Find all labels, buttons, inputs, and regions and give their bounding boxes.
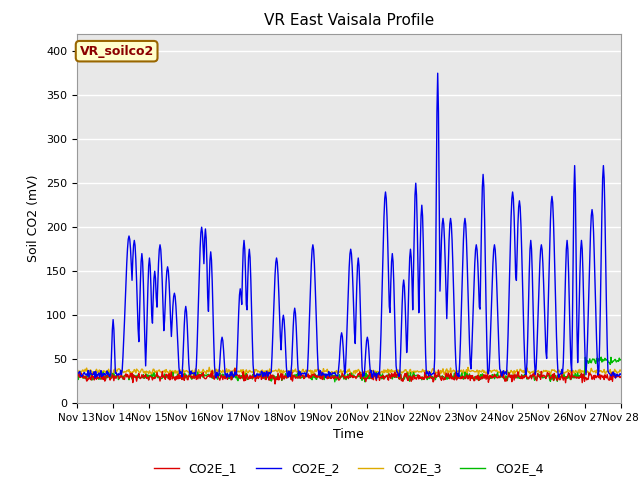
Line: CO2E_2: CO2E_2 <box>77 73 621 379</box>
Line: CO2E_1: CO2E_1 <box>77 368 621 384</box>
CO2E_4 <box>194 369 202 375</box>
CO2E_2 <box>431 293 439 299</box>
CO2E_1 <box>271 381 279 387</box>
CO2E_4 <box>515 372 522 378</box>
CO2E_1 <box>617 374 625 380</box>
CO2E_3 <box>194 370 202 375</box>
CO2E_1 <box>223 374 230 380</box>
CO2E_1 <box>73 373 81 379</box>
Legend: CO2E_1, CO2E_2, CO2E_3, CO2E_4: CO2E_1, CO2E_2, CO2E_3, CO2E_4 <box>148 457 549 480</box>
CO2E_4 <box>83 365 90 371</box>
CO2E_2 <box>372 376 380 382</box>
CO2E_2 <box>194 320 202 325</box>
CO2E_2 <box>223 374 230 380</box>
CO2E_2 <box>434 70 442 76</box>
CO2E_3 <box>361 379 369 385</box>
CO2E_3 <box>416 374 424 380</box>
Line: CO2E_3: CO2E_3 <box>77 357 621 382</box>
CO2E_4 <box>73 368 81 373</box>
CO2E_2 <box>416 280 424 286</box>
CO2E_4 <box>205 364 213 370</box>
Title: VR East Vaisala Profile: VR East Vaisala Profile <box>264 13 434 28</box>
CO2E_3 <box>139 375 147 381</box>
CO2E_1 <box>417 375 424 381</box>
CO2E_3 <box>597 354 605 360</box>
CO2E_2 <box>83 371 90 377</box>
Text: VR_soilco2: VR_soilco2 <box>79 45 154 58</box>
Line: CO2E_4: CO2E_4 <box>77 367 621 375</box>
CO2E_2 <box>617 372 625 377</box>
CO2E_1 <box>231 365 239 371</box>
Y-axis label: Soil CO2 (mV): Soil CO2 (mV) <box>28 175 40 262</box>
CO2E_1 <box>83 378 90 384</box>
CO2E_4 <box>223 370 231 376</box>
X-axis label: Time: Time <box>333 429 364 442</box>
CO2E_4 <box>139 367 147 372</box>
CO2E_4 <box>416 369 424 374</box>
CO2E_3 <box>83 377 90 383</box>
CO2E_3 <box>617 357 625 362</box>
CO2E_1 <box>433 374 440 380</box>
CO2E_3 <box>431 377 439 383</box>
CO2E_4 <box>431 371 439 377</box>
CO2E_1 <box>194 376 202 382</box>
CO2E_1 <box>139 373 147 379</box>
CO2E_2 <box>73 373 81 379</box>
CO2E_3 <box>223 375 230 381</box>
CO2E_2 <box>139 259 147 264</box>
CO2E_4 <box>617 368 625 373</box>
CO2E_3 <box>73 373 81 379</box>
